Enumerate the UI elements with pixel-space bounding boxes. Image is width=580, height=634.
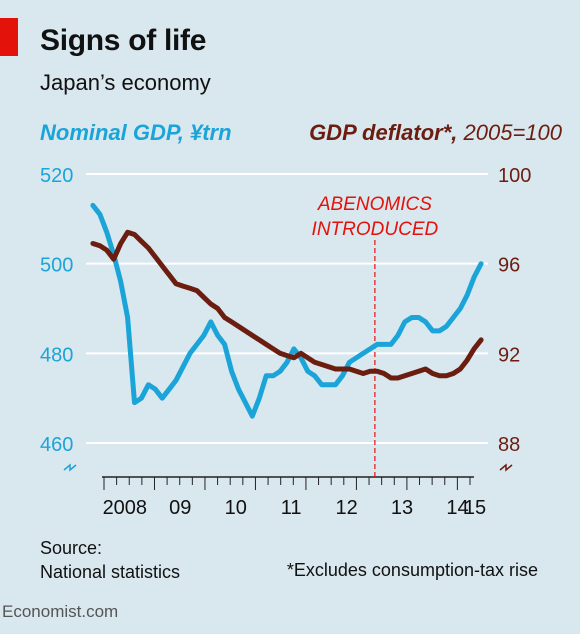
right-tick-label: 100	[498, 165, 531, 187]
annotation-text: INTRODUCED	[312, 219, 439, 240]
x-tick-label: 13	[391, 497, 413, 519]
nominal-gdp-line	[90, 202, 484, 419]
brand-label: Economist.com	[2, 602, 119, 621]
left-tick-label: 480	[40, 344, 73, 366]
x-tick-label: 2008	[103, 497, 148, 519]
source-text: National statistics	[40, 562, 181, 582]
x-tick-label: 09	[169, 497, 191, 519]
x-tick-label: 12	[335, 497, 357, 519]
left-tick-label: 500	[40, 255, 73, 277]
x-tick-label: 10	[225, 497, 247, 519]
footnote: *Excludes consumption-tax rise	[286, 560, 538, 580]
chart-subtitle: Japan’s economy	[40, 70, 211, 95]
annotation-text: ABENOMICS	[317, 194, 432, 215]
gdp-deflator-line	[90, 229, 484, 381]
chart-title: Signs of life	[40, 24, 207, 57]
legend-deflator-note: 2005=100	[457, 120, 563, 145]
brand-red-tag	[0, 18, 18, 56]
left-tick-label: 520	[40, 165, 73, 187]
legend-gdp: Nominal GDP, ¥trn	[40, 120, 232, 145]
right-tick-label: 96	[498, 255, 520, 277]
right-axis-break-marker	[499, 463, 513, 472]
x-tick-label: 14	[446, 497, 468, 519]
right-tick-label: 88	[498, 434, 520, 456]
source-title: Source:	[40, 538, 103, 558]
right-tick-label: 92	[498, 344, 520, 366]
x-tick-label: 11	[281, 497, 302, 519]
source-block: Source: National statistics	[40, 536, 180, 584]
left-tick-label: 460	[40, 434, 73, 456]
legend-deflator-label: GDP deflator*,	[309, 120, 458, 145]
legend-deflator: GDP deflator*, 2005=100	[309, 120, 562, 146]
left-axis-break-marker	[63, 463, 77, 472]
x-tick-label: 15	[464, 497, 486, 519]
